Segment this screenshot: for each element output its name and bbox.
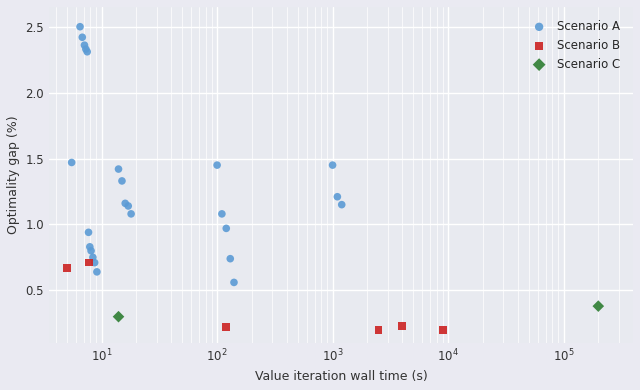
Scenario B — [438, 327, 448, 333]
Scenario A — [77, 34, 88, 41]
Scenario A — [86, 248, 96, 254]
Scenario A — [221, 225, 232, 232]
Scenario C — [593, 303, 604, 309]
Scenario B — [61, 265, 72, 271]
Scenario A — [337, 202, 347, 208]
Scenario A — [90, 259, 100, 266]
Scenario A — [75, 23, 85, 30]
Scenario A — [123, 203, 133, 209]
Scenario A — [217, 211, 227, 217]
Scenario A — [83, 229, 93, 236]
Scenario C — [113, 314, 124, 320]
Scenario A — [92, 269, 102, 275]
Scenario A — [84, 244, 95, 250]
Y-axis label: Optimality gap (%): Optimality gap (%) — [7, 116, 20, 234]
Scenario A — [126, 211, 136, 217]
Scenario A — [225, 255, 236, 262]
Scenario B — [84, 259, 94, 266]
Scenario A — [113, 166, 124, 172]
Scenario A — [212, 162, 222, 168]
Scenario A — [82, 49, 92, 55]
Legend: Scenario A, Scenario B, Scenario C: Scenario A, Scenario B, Scenario C — [520, 13, 627, 78]
Scenario A — [88, 254, 98, 261]
X-axis label: Value iteration wall time (s): Value iteration wall time (s) — [255, 370, 428, 383]
Scenario A — [117, 178, 127, 184]
Scenario A — [81, 46, 91, 52]
Scenario B — [221, 324, 232, 330]
Scenario B — [373, 327, 383, 333]
Scenario A — [120, 200, 131, 206]
Scenario B — [397, 323, 407, 329]
Scenario A — [328, 162, 338, 168]
Scenario A — [79, 42, 90, 48]
Scenario A — [67, 160, 77, 166]
Scenario A — [332, 193, 342, 200]
Scenario A — [229, 279, 239, 285]
